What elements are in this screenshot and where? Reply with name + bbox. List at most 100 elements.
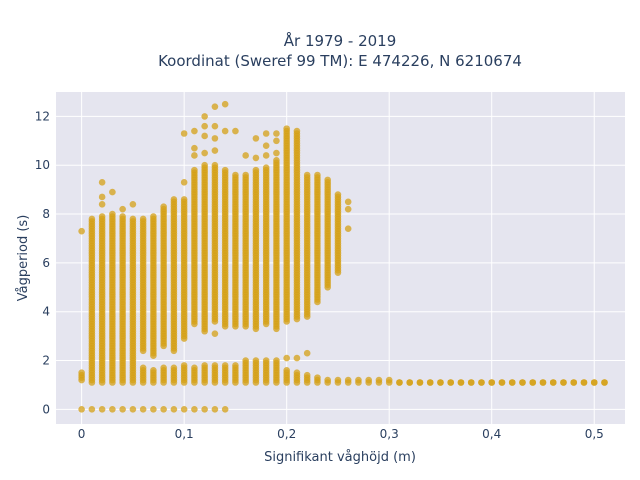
data-point xyxy=(98,406,106,413)
data-point xyxy=(98,213,106,220)
data-point xyxy=(293,354,301,362)
data-point xyxy=(119,406,126,413)
data-point xyxy=(293,369,301,377)
data-point xyxy=(508,379,516,386)
data-point xyxy=(262,130,270,137)
data-point xyxy=(109,188,116,196)
y-tick-label: 0 xyxy=(42,402,50,416)
data-point xyxy=(191,144,198,152)
data-point xyxy=(314,171,321,179)
data-point xyxy=(221,406,229,413)
chart-title-line-2: Koordinat (Sweref 99 TM): E 474226, N 62… xyxy=(158,52,522,70)
data-point xyxy=(191,364,198,372)
data-point xyxy=(221,362,229,369)
data-point xyxy=(221,166,229,174)
data-point xyxy=(344,205,352,213)
data-point xyxy=(78,227,85,235)
data-point xyxy=(437,379,444,386)
data-point xyxy=(78,369,85,377)
data-point xyxy=(447,379,455,386)
y-tick-label: 12 xyxy=(35,109,50,123)
data-point xyxy=(406,379,414,386)
y-axis-ticks: 0 2 4 6 8 10 12 xyxy=(35,109,50,416)
data-point xyxy=(139,364,147,372)
data-point xyxy=(283,125,290,132)
x-tick-label: 0,5 xyxy=(585,427,604,441)
data-point xyxy=(488,379,496,386)
data-point xyxy=(98,179,106,186)
data-point xyxy=(150,406,157,413)
data-point xyxy=(324,376,331,384)
data-point xyxy=(426,379,434,386)
data-point xyxy=(211,103,219,110)
data-point xyxy=(191,127,198,135)
data-point xyxy=(119,205,126,213)
data-point xyxy=(283,354,290,362)
data-point xyxy=(88,406,96,413)
data-point xyxy=(201,362,208,369)
data-point xyxy=(273,357,280,364)
data-point xyxy=(549,379,557,386)
data-point xyxy=(590,379,598,386)
data-point xyxy=(262,164,270,171)
data-point xyxy=(150,213,157,220)
data-point xyxy=(180,130,188,137)
data-point xyxy=(242,171,249,179)
data-point xyxy=(365,376,372,384)
data-point xyxy=(221,100,229,108)
chart-title-line-1: År 1979 - 2019 xyxy=(284,31,397,50)
x-tick-label: 0,3 xyxy=(380,427,399,441)
y-tick-label: 6 xyxy=(42,256,50,270)
data-point xyxy=(191,406,198,413)
data-point xyxy=(78,406,85,413)
data-point xyxy=(273,149,280,157)
data-point xyxy=(273,130,280,137)
data-point xyxy=(344,198,352,206)
y-tick-label: 8 xyxy=(42,207,50,221)
data-point xyxy=(88,215,96,223)
data-point xyxy=(180,196,188,203)
data-point xyxy=(273,157,280,164)
x-tick-label: 0 xyxy=(78,427,86,441)
data-point xyxy=(129,215,137,223)
data-point xyxy=(211,135,219,142)
data-point xyxy=(201,122,208,130)
data-point xyxy=(129,406,137,413)
data-point xyxy=(139,406,147,413)
data-point xyxy=(467,379,475,386)
data-point xyxy=(262,152,270,159)
data-point xyxy=(232,362,239,369)
x-axis-ticks: 0 0,1 0,2 0,3 0,4 0,5 xyxy=(78,427,604,441)
data-point xyxy=(375,376,383,384)
data-point xyxy=(601,379,608,386)
data-point xyxy=(385,376,393,384)
data-point xyxy=(232,127,239,135)
data-point xyxy=(211,122,219,130)
data-point xyxy=(191,152,198,159)
data-point xyxy=(211,161,219,169)
data-point xyxy=(283,366,290,374)
data-point xyxy=(242,357,249,364)
data-point xyxy=(191,166,198,174)
data-point xyxy=(273,137,280,145)
data-point xyxy=(109,210,116,218)
data-point xyxy=(344,225,352,233)
y-tick-label: 4 xyxy=(42,305,50,319)
data-point xyxy=(262,357,270,364)
data-point xyxy=(478,379,485,386)
data-point xyxy=(303,371,311,379)
data-point xyxy=(180,179,188,186)
data-point xyxy=(211,406,219,413)
x-tick-label: 0,2 xyxy=(277,427,296,441)
data-point xyxy=(355,376,362,384)
x-axis-title: Signifikant våghöjd (m) xyxy=(264,450,416,465)
data-point xyxy=(150,366,157,374)
data-point xyxy=(252,357,260,364)
data-point xyxy=(180,406,188,413)
data-point xyxy=(498,379,506,386)
data-point xyxy=(334,376,342,384)
data-point xyxy=(232,171,239,179)
data-point xyxy=(211,362,219,369)
data-point xyxy=(211,330,219,337)
